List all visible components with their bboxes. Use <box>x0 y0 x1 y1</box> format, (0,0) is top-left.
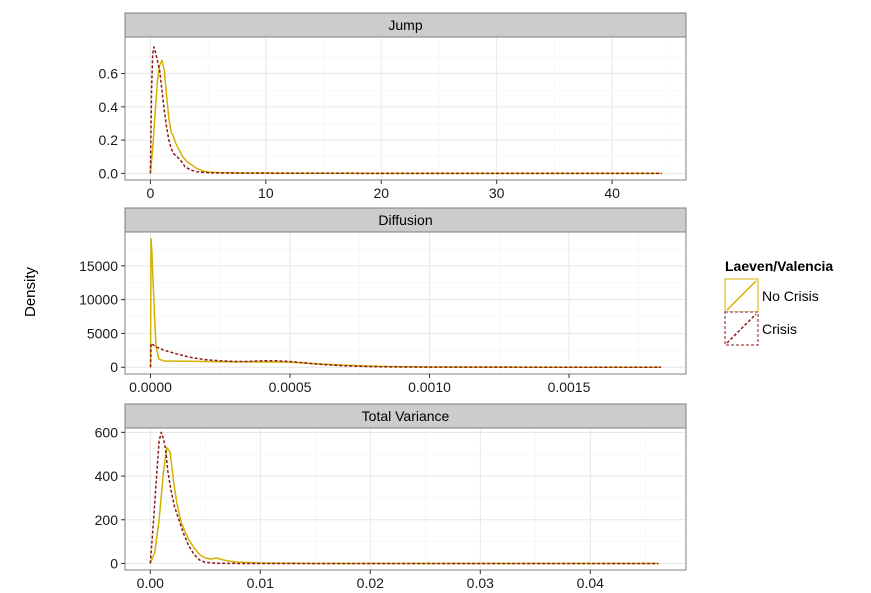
legend-item: No Crisis <box>724 278 819 313</box>
panel-background <box>125 428 686 570</box>
x-tick-label: 0.01 <box>247 575 274 591</box>
x-tick-label: 0.0015 <box>548 379 591 395</box>
x-tick-label: 0.00 <box>137 575 164 591</box>
legend-items: No Crisis Crisis <box>724 278 819 346</box>
x-tick-label: 30 <box>489 185 505 201</box>
facet-strip-label: Total Variance <box>362 408 450 424</box>
panel-2: Total Variance 0 200 400 600 0.00 0.01 0.02 0.03… <box>95 403 687 591</box>
series-line-crisis <box>149 342 662 368</box>
series-line-crisis <box>149 46 662 175</box>
x-tick-label: 40 <box>604 185 620 201</box>
y-tick-label: 0.2 <box>99 132 119 148</box>
y-axis-label: Density <box>22 266 39 317</box>
y-tick-label: 0.0 <box>99 165 119 181</box>
y-tick-label: 10000 <box>79 292 118 308</box>
series-line-crisis <box>149 431 659 565</box>
x-tick-label: 0 <box>146 185 154 201</box>
y-tick-label: 200 <box>95 512 119 528</box>
y-tick-label: 600 <box>95 424 119 440</box>
x-tick-label: 0.0000 <box>129 379 172 395</box>
facet-panels: Jump 0.0 0.2 0.4 0.6 0 10 20 30 40 Diffusion 0 5000 1… <box>79 12 687 591</box>
y-tick-label: 5000 <box>87 325 118 341</box>
x-tick-label: 20 <box>373 185 389 201</box>
legend-label: Crisis <box>762 321 797 337</box>
panel-background <box>125 232 686 374</box>
panel-1: Diffusion 0 5000 10000 15000 0.0000 0.0005 0.00… <box>79 207 687 395</box>
panel-background <box>125 37 686 180</box>
facet-strip-label: Diffusion <box>378 212 432 228</box>
x-tick-label: 0.0010 <box>408 379 451 395</box>
facet-strip-label: Jump <box>388 17 422 33</box>
y-tick-label: 15000 <box>79 258 118 274</box>
legend-key-line <box>726 313 757 344</box>
facet-strip <box>124 12 687 38</box>
panel-0: Jump 0.0 0.2 0.4 0.6 0 10 20 30 40 <box>99 12 687 201</box>
y-tick-label: 0 <box>110 555 118 571</box>
x-tick-label: 0.0005 <box>269 379 312 395</box>
y-tick-label: 400 <box>95 468 119 484</box>
x-tick-label: 10 <box>258 185 274 201</box>
x-tick-label: 0.03 <box>467 575 494 591</box>
facet-strip <box>124 207 687 233</box>
y-tick-label: 0.4 <box>99 99 119 115</box>
legend-title: Laeven/Valencia <box>725 258 833 274</box>
facet-strip <box>124 403 687 429</box>
legend: Laeven/Valencia No Crisis Crisis <box>724 258 833 346</box>
y-tick-label: 0.6 <box>99 66 119 82</box>
legend-key-line <box>726 280 757 311</box>
legend-label: No Crisis <box>762 288 819 304</box>
legend-item: Crisis <box>724 311 797 346</box>
x-tick-label: 0.02 <box>357 575 384 591</box>
x-tick-label: 0.04 <box>577 575 604 591</box>
y-tick-label: 0 <box>110 359 118 375</box>
